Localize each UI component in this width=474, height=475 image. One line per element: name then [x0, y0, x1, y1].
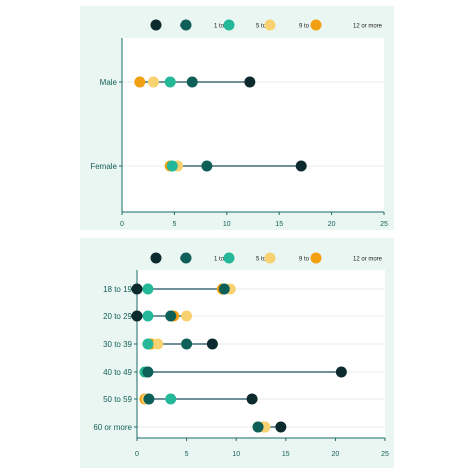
data-point — [275, 421, 287, 433]
legend-swatch — [150, 252, 162, 264]
data-point — [134, 76, 146, 88]
chart-panel-1: 0510152025MaleFemale01 to 45 to 89 to 11… — [80, 6, 394, 230]
data-point — [165, 310, 177, 322]
legend-swatch — [180, 252, 192, 264]
data-point — [131, 283, 143, 295]
legend-label: 5 to 8 — [256, 24, 272, 30]
data-point — [252, 421, 264, 433]
data-point — [181, 310, 193, 322]
data-point — [165, 393, 177, 405]
data-point — [206, 338, 218, 350]
legend-swatch — [223, 252, 235, 264]
data-point — [142, 310, 154, 322]
category-label: 60 or more — [93, 423, 132, 432]
x-tick-label: 20 — [332, 451, 340, 458]
x-tick-label: 0 — [120, 221, 124, 228]
data-point — [166, 160, 178, 172]
legend-swatch — [264, 252, 276, 264]
data-point — [295, 160, 307, 172]
x-tick-label: 10 — [223, 221, 231, 228]
legend-label: 1 to 4 — [214, 24, 230, 30]
x-tick-label: 10 — [232, 451, 240, 458]
x-tick-label: 20 — [328, 221, 336, 228]
category-label: 50 to 59 — [103, 395, 132, 404]
plot-area — [122, 38, 384, 212]
x-tick-label: 0 — [135, 451, 139, 458]
legend-swatch — [150, 19, 162, 31]
data-point — [142, 338, 154, 350]
category-label: Female — [90, 162, 117, 171]
legend-label: 12 or more — [353, 24, 383, 30]
chart-panel-2: 0 5 10 15 20 25 18 to 19 20 to 29 30 to 39 40 to … — [80, 238, 394, 468]
data-point — [181, 338, 193, 350]
legend-label: 9 to 11 — [299, 257, 318, 263]
data-point — [143, 393, 155, 405]
data-point — [218, 283, 230, 295]
data-point — [131, 310, 143, 322]
legend-swatch — [180, 19, 192, 31]
category-label: 20 to 29 — [103, 312, 132, 321]
legend-label: 5 to 8 — [256, 257, 272, 263]
data-point — [152, 338, 164, 350]
data-point — [147, 76, 159, 88]
legend-label: 12 or more — [353, 257, 383, 263]
legend-label: 1 to 4 — [214, 257, 230, 263]
data-point — [246, 393, 258, 405]
category-label: 18 to 19 — [103, 285, 132, 294]
category-label: 30 to 39 — [103, 340, 132, 349]
plot-area — [137, 270, 385, 438]
data-point — [142, 366, 154, 378]
legend-label: 9 to 11 — [299, 24, 318, 30]
data-point — [244, 76, 256, 88]
x-tick-label: 25 — [381, 451, 389, 458]
x-tick-label: 15 — [275, 221, 283, 228]
x-tick-label: 25 — [380, 221, 388, 228]
legend-swatch — [310, 19, 322, 31]
data-point — [142, 283, 154, 295]
data-point — [201, 160, 213, 172]
category-label: 40 to 49 — [103, 368, 132, 377]
data-point — [335, 366, 347, 378]
legend-swatch — [264, 19, 276, 31]
legend-swatch — [310, 252, 322, 264]
category-label: Male — [100, 78, 118, 87]
data-point — [164, 76, 176, 88]
x-tick-label: 15 — [282, 451, 290, 458]
data-point — [186, 76, 198, 88]
x-tick-label: 5 — [172, 221, 176, 228]
x-tick-label: 5 — [185, 451, 189, 458]
legend-swatch — [223, 19, 235, 31]
